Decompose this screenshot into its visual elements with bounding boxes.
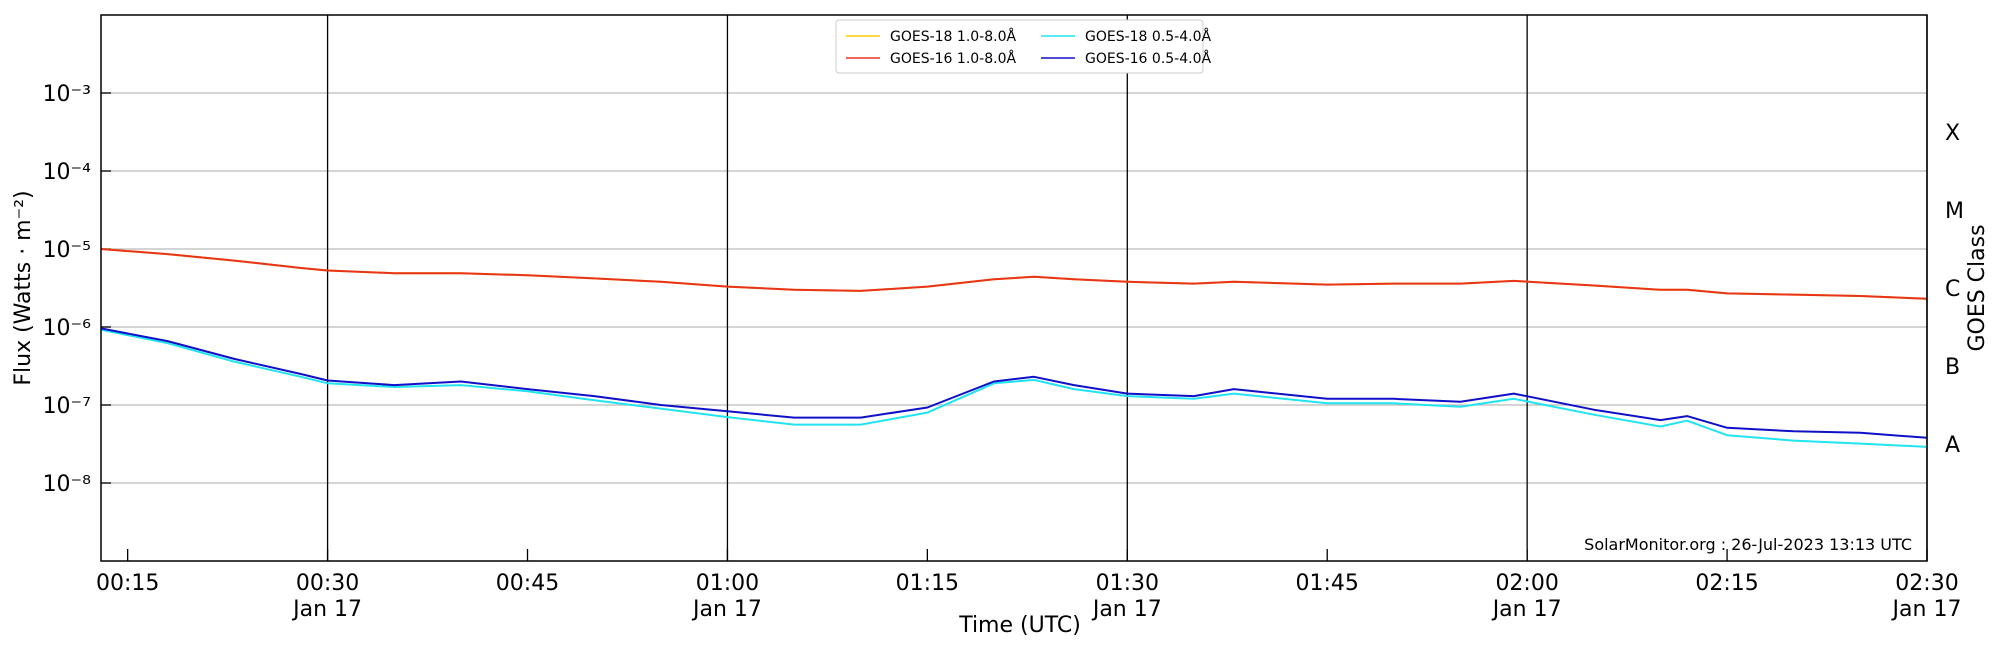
- y2-tick-label: B: [1945, 355, 1960, 380]
- x-tick-label: 01:45: [1296, 571, 1359, 596]
- x-tick-label: 01:15: [896, 571, 959, 596]
- x-tick-label: 02:00: [1495, 571, 1558, 596]
- y-tick-label: 10⁻⁸: [43, 472, 92, 497]
- y2-tick-label: X: [1945, 121, 1960, 146]
- x-tick-label: 00:15: [96, 571, 159, 596]
- series-line: [100, 327, 1928, 439]
- legend-label: GOES-16 0.5-4.0Å: [1085, 50, 1211, 67]
- y-axis-label: Flux (Watts · m⁻²): [11, 190, 36, 385]
- x-tick-date: Jan 17: [291, 597, 362, 622]
- x-tick-label: 00:45: [496, 571, 559, 596]
- y-tick-label: 10⁻⁶: [43, 316, 92, 341]
- y-tick-label: 10⁻⁵: [43, 238, 91, 263]
- y2-axis-label: GOES Class: [1965, 224, 1990, 351]
- y2-tick-label: A: [1945, 433, 1960, 458]
- x-tick-label: 01:30: [1096, 571, 1159, 596]
- x-tick-label: 00:30: [296, 571, 359, 596]
- y-tick-label: 10⁻³: [43, 82, 91, 107]
- legend: GOES-18 1.0-8.0Å GOES-16 1.0-8.0Å GOES-18 …: [835, 19, 1211, 74]
- series-line: [100, 328, 1928, 448]
- y2-tick-label: C: [1945, 277, 1960, 302]
- series-line: [100, 248, 1928, 300]
- legend-label: GOES-18 0.5-4.0Å: [1085, 28, 1211, 45]
- x-tick-label: 02:15: [1695, 571, 1758, 596]
- y-tick-label: 10⁻⁷: [43, 394, 91, 419]
- series-line: [100, 248, 1928, 300]
- y-tick-label: 10⁻⁴: [43, 160, 92, 185]
- x-tick-label: 02:30: [1895, 571, 1958, 596]
- legend-box: [835, 19, 1204, 74]
- x-tick-date: Jan 17: [1091, 597, 1162, 622]
- legend-label: GOES-18 1.0-8.0Å: [890, 28, 1016, 45]
- x-tick-date: Jan 17: [1491, 597, 1562, 622]
- x-tick-label: 01:00: [696, 571, 759, 596]
- annotation: SolarMonitor.org : 26-Jul-2023 13:13 UTC: [1584, 535, 1912, 554]
- x-axis-label: Time (UTC): [958, 613, 1081, 638]
- y2-tick-label: M: [1945, 199, 1964, 224]
- plot-frame: [100, 14, 1928, 562]
- legend-label: GOES-16 1.0-8.0Å: [890, 50, 1016, 67]
- x-tick-date: Jan 17: [1891, 597, 1962, 622]
- x-tick-date: Jan 17: [691, 597, 762, 622]
